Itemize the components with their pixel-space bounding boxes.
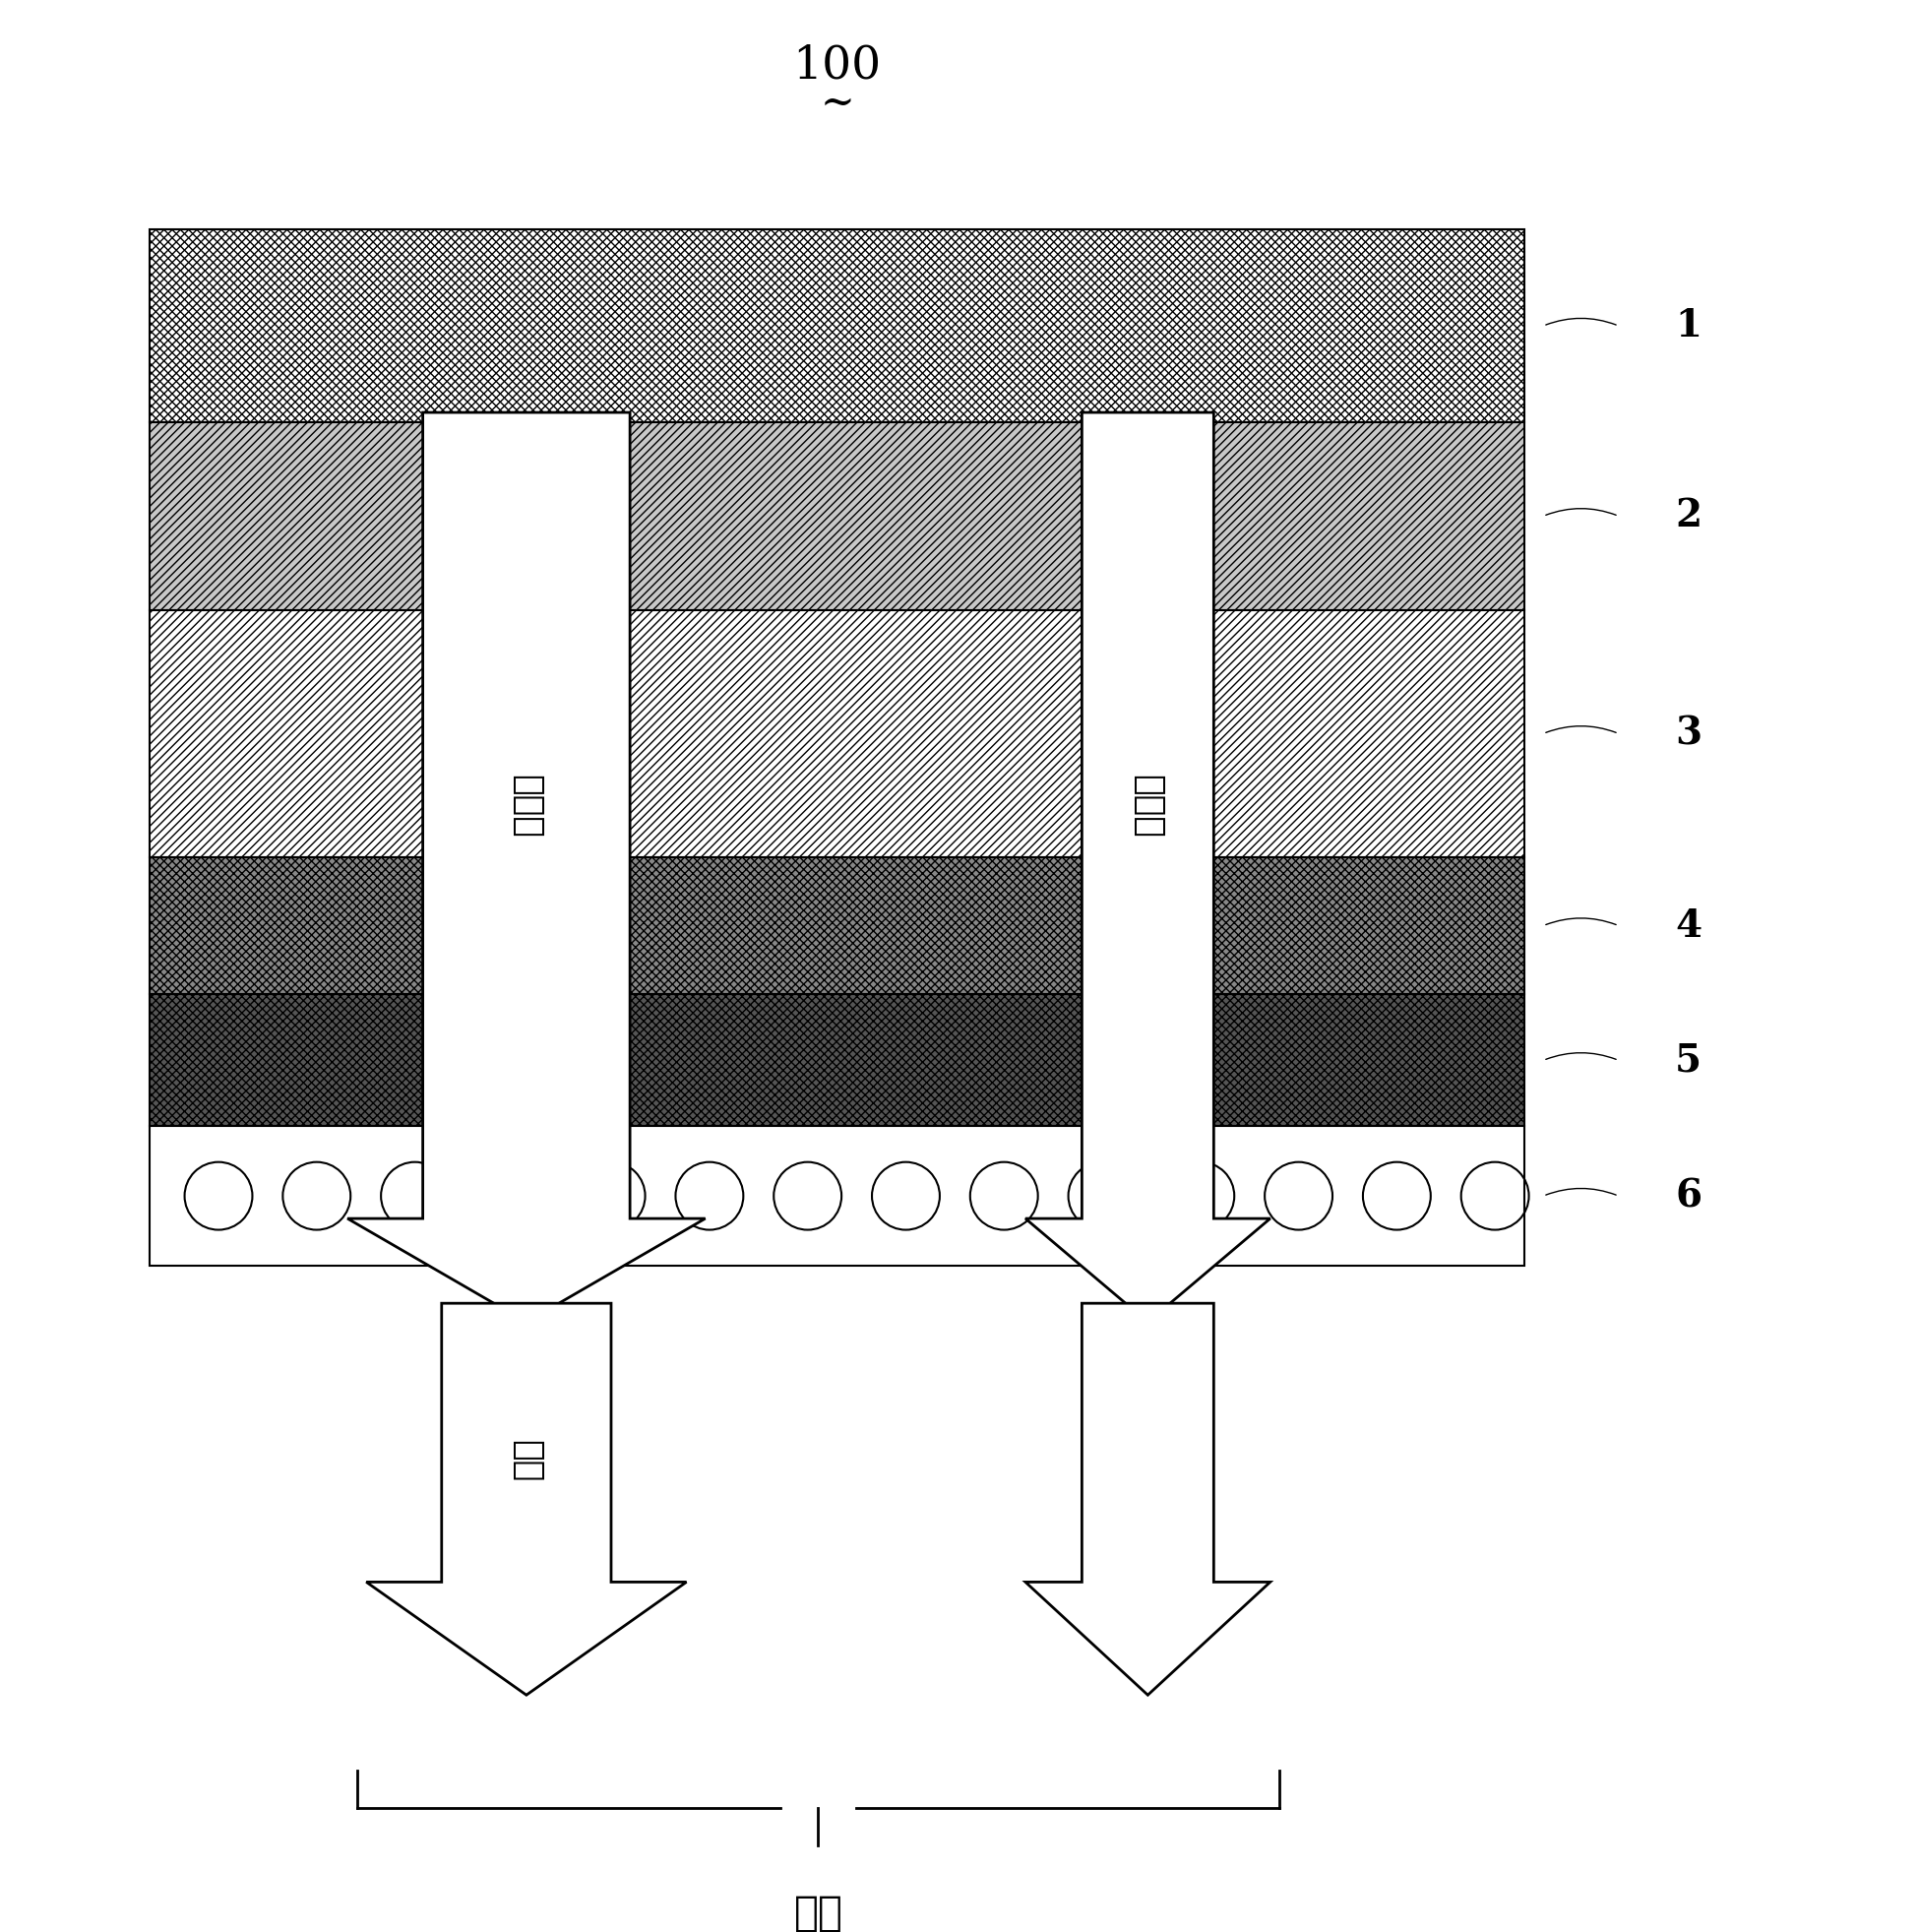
Bar <box>150 611 1524 858</box>
Bar <box>150 230 1524 421</box>
Polygon shape <box>367 1304 687 1694</box>
Text: 3: 3 <box>1675 715 1702 752</box>
Bar <box>150 230 1524 421</box>
Text: 光绿红: 光绿红 <box>1130 775 1165 838</box>
Text: ~: ~ <box>819 83 854 124</box>
Text: 白光: 白光 <box>794 1893 842 1932</box>
Text: 100: 100 <box>793 44 881 89</box>
Bar <box>150 421 1524 611</box>
Text: 5: 5 <box>1675 1041 1702 1080</box>
Bar <box>150 1126 1524 1265</box>
Bar <box>150 995 1524 1126</box>
Bar <box>150 858 1524 995</box>
Polygon shape <box>1025 412 1270 1321</box>
Text: 1: 1 <box>1675 307 1702 344</box>
Text: 光绿红: 光绿红 <box>510 775 543 838</box>
Polygon shape <box>347 412 706 1321</box>
Text: 2: 2 <box>1675 497 1702 535</box>
Text: 6: 6 <box>1675 1177 1702 1215</box>
Text: 4: 4 <box>1675 906 1702 945</box>
Text: 光蓝: 光蓝 <box>510 1439 543 1482</box>
Polygon shape <box>1025 1304 1270 1694</box>
